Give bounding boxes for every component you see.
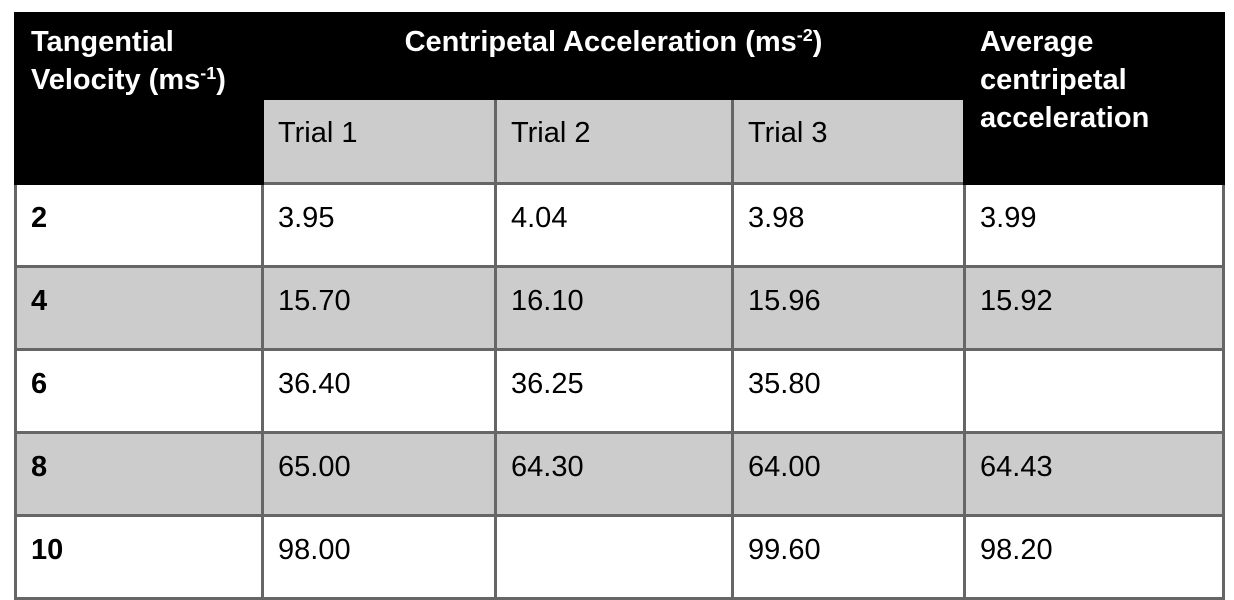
table-row: 6 36.40 36.25 35.80 <box>14 348 1226 434</box>
unit-close-paren: ) <box>216 64 226 96</box>
centripetal-acceleration-table: Tangential Velocity (ms-1) Centripetal A… <box>14 12 1226 600</box>
header-row-top: Tangential Velocity (ms-1) Centripetal A… <box>14 12 1226 185</box>
table-row: 10 98.00 99.60 98.20 <box>14 514 1226 600</box>
table-row: 4 15.70 16.10 15.96 15.92 <box>14 265 1226 351</box>
header-trial-1: Trial 1 <box>261 97 497 185</box>
header-trial-3: Trial 3 <box>730 97 967 185</box>
cell-average: 98.20 <box>963 514 1226 600</box>
cell-trial-1: 15.70 <box>261 265 497 351</box>
header-centripetal-acceleration: Centripetal Acceleration (ms-2) <box>260 12 967 100</box>
cell-velocity: 8 <box>14 431 264 517</box>
unit-close-paren: ) <box>812 26 823 58</box>
cell-average: 3.99 <box>963 182 1226 268</box>
cell-trial-1: 36.40 <box>261 348 497 434</box>
cell-average <box>963 348 1226 434</box>
cell-average: 64.43 <box>963 431 1226 517</box>
header-average-centripetal-acceleration: Average centripetal acceleration <box>963 12 1226 185</box>
results-table-container: Tangential Velocity (ms-1) Centripetal A… <box>14 12 1226 600</box>
cell-trial-1: 3.95 <box>261 182 497 268</box>
cell-trial-3: 15.96 <box>730 265 967 351</box>
cell-trial-2: 64.30 <box>494 431 734 517</box>
unit-superscript: -2 <box>796 25 813 46</box>
cell-velocity: 6 <box>14 348 264 434</box>
cell-trial-2: 4.04 <box>494 182 734 268</box>
cell-trial-3: 99.60 <box>730 514 967 600</box>
cell-trial-3: 64.00 <box>730 431 967 517</box>
cell-trial-3: 3.98 <box>730 182 967 268</box>
header-centripetal-acceleration-label: Centripetal Acceleration (ms <box>404 26 797 58</box>
cell-trial-2: 36.25 <box>494 348 734 434</box>
cell-trial-3: 35.80 <box>730 348 967 434</box>
header-trial-2: Trial 2 <box>494 97 734 185</box>
cell-trial-2: 16.10 <box>494 265 734 351</box>
cell-velocity: 2 <box>14 182 264 268</box>
header-tangential-velocity-label: Tangential Velocity (ms <box>31 26 201 96</box>
cell-average: 15.92 <box>963 265 1226 351</box>
unit-superscript: -1 <box>200 63 217 84</box>
cell-velocity: 4 <box>14 265 264 351</box>
cell-trial-2 <box>494 514 734 600</box>
table-row: 2 3.95 4.04 3.98 3.99 <box>14 182 1226 268</box>
table-row: 8 65.00 64.30 64.00 64.43 <box>14 431 1226 517</box>
cell-trial-1: 65.00 <box>261 431 497 517</box>
header-row-trials: Trial 1 Trial 2 Trial 3 <box>16 97 1224 185</box>
cell-velocity: 10 <box>14 514 264 600</box>
header-tangential-velocity: Tangential Velocity (ms-1) <box>14 12 264 185</box>
cell-trial-1: 98.00 <box>261 514 497 600</box>
